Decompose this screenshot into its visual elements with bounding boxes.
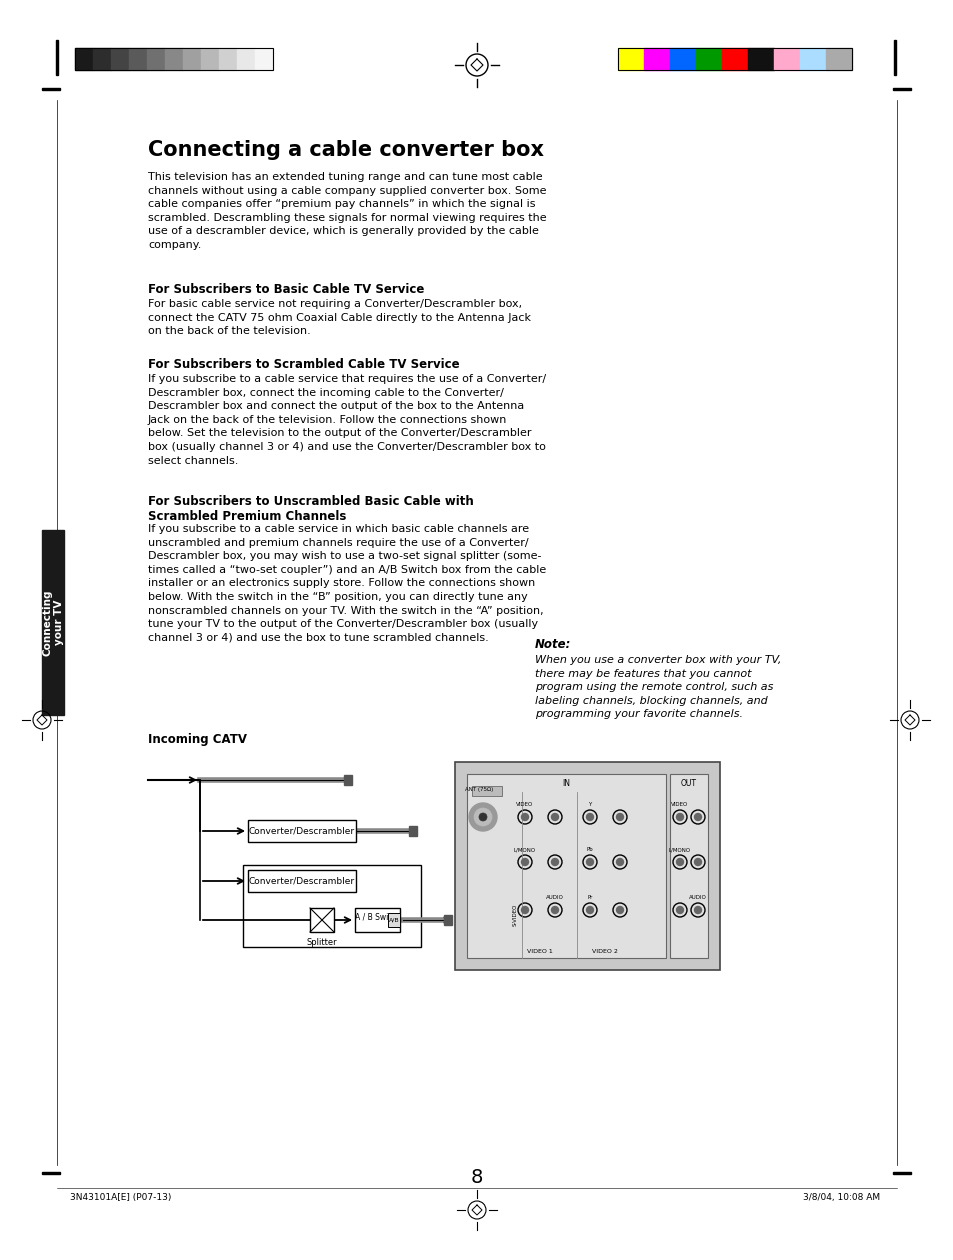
Bar [892,88,910,89]
Text: VIDEO: VIDEO [516,803,533,806]
Bar [892,1172,910,1174]
Bar [236,48,254,71]
Bar [388,914,399,927]
Bar [165,48,183,71]
Text: ANT (75Ω): ANT (75Ω) [464,786,493,791]
Text: Converter/Descrambler: Converter/Descrambler [249,877,355,886]
Bar [310,908,334,932]
Text: For basic cable service not requiring a Converter/Descrambler box,
connect the C: For basic cable service not requiring a … [148,299,531,336]
Text: Incoming CATV: Incoming CATV [148,733,247,746]
Text: When you use a converter box with your TV,
there may be features that you cannot: When you use a converter box with your T… [535,655,781,719]
Text: For Subscribers to Basic Cable TV Service: For Subscribers to Basic Cable TV Servic… [148,284,424,296]
Circle shape [551,858,558,866]
Bar [747,48,773,71]
Bar [800,48,825,71]
Text: A / B Switch: A / B Switch [355,912,400,921]
Text: 8: 8 [471,1168,482,1187]
Bar [721,48,747,71]
Bar [254,48,273,71]
Bar [669,774,707,958]
Circle shape [694,858,700,866]
Circle shape [586,858,593,866]
Text: This television has an extended tuning range and can tune most cable
channels wi: This television has an extended tuning r… [148,173,546,249]
Circle shape [676,814,682,820]
Bar [111,48,129,71]
Bar [618,48,643,71]
Bar [467,774,665,958]
Bar [669,48,696,71]
Bar [455,762,720,970]
Bar [201,48,219,71]
Text: L/MONO: L/MONO [514,847,536,852]
Bar [183,48,201,71]
Bar [129,48,147,71]
Bar [42,88,60,89]
Text: L/MONO: L/MONO [668,847,690,852]
Bar [825,48,851,71]
Bar [773,48,800,71]
Text: Connecting a cable converter box: Connecting a cable converter box [148,140,543,160]
Circle shape [694,814,700,820]
Bar [696,48,721,71]
Bar [147,48,165,71]
Text: Converter/Descrambler: Converter/Descrambler [249,827,355,835]
Circle shape [521,814,528,820]
Circle shape [676,858,682,866]
Text: A/B: A/B [388,917,399,922]
Text: 3N43101A[E] (P07-13): 3N43101A[E] (P07-13) [70,1193,172,1202]
Text: Splitter: Splitter [306,937,337,948]
Text: For Subscribers to Scrambled Cable TV Service: For Subscribers to Scrambled Cable TV Se… [148,358,459,370]
Circle shape [676,906,682,914]
Bar [42,1172,60,1174]
Bar [472,786,501,796]
Bar [75,48,273,71]
Circle shape [586,906,593,914]
Circle shape [586,814,593,820]
Text: Pr: Pr [587,895,592,900]
Text: Note:: Note: [535,638,571,651]
Bar [75,48,92,71]
Bar [56,40,58,76]
Circle shape [551,906,558,914]
Circle shape [521,906,528,914]
Text: OUT: OUT [680,779,697,788]
Circle shape [616,906,623,914]
Circle shape [521,858,528,866]
Bar [893,40,895,76]
Text: Pb: Pb [586,847,593,852]
Bar [355,908,399,932]
Bar [219,48,236,71]
Text: Connecting
your TV: Connecting your TV [42,590,64,655]
Bar [409,827,416,835]
Text: VIDEO 2: VIDEO 2 [592,949,618,954]
Bar [248,820,355,842]
Circle shape [478,813,486,822]
Text: AUDIO: AUDIO [688,895,706,900]
Text: IN: IN [562,779,570,788]
Circle shape [469,803,497,832]
Bar [443,915,452,925]
Bar [344,775,352,785]
Bar [42,530,64,714]
Bar [618,48,851,71]
Circle shape [616,858,623,866]
Text: 3/8/04, 10:08 AM: 3/8/04, 10:08 AM [802,1193,879,1202]
Text: VIDEO: VIDEO [671,803,688,806]
Circle shape [694,906,700,914]
Bar [643,48,669,71]
Bar [243,866,420,948]
Text: For Subscribers to Unscrambled Basic Cable with
Scrambled Premium Channels: For Subscribers to Unscrambled Basic Cab… [148,495,474,523]
Text: If you subscribe to a cable service that requires the use of a Converter/
Descra: If you subscribe to a cable service that… [148,374,545,466]
Bar [248,869,355,892]
Text: Y: Y [588,803,591,806]
Text: If you subscribe to a cable service in which basic cable channels are
unscramble: If you subscribe to a cable service in w… [148,524,546,643]
Text: S-VIDEO: S-VIDEO [512,903,517,926]
Circle shape [551,814,558,820]
Circle shape [474,808,492,827]
Circle shape [616,814,623,820]
Text: VIDEO 1: VIDEO 1 [527,949,553,954]
Bar [92,48,111,71]
Text: AUDIO: AUDIO [545,895,563,900]
